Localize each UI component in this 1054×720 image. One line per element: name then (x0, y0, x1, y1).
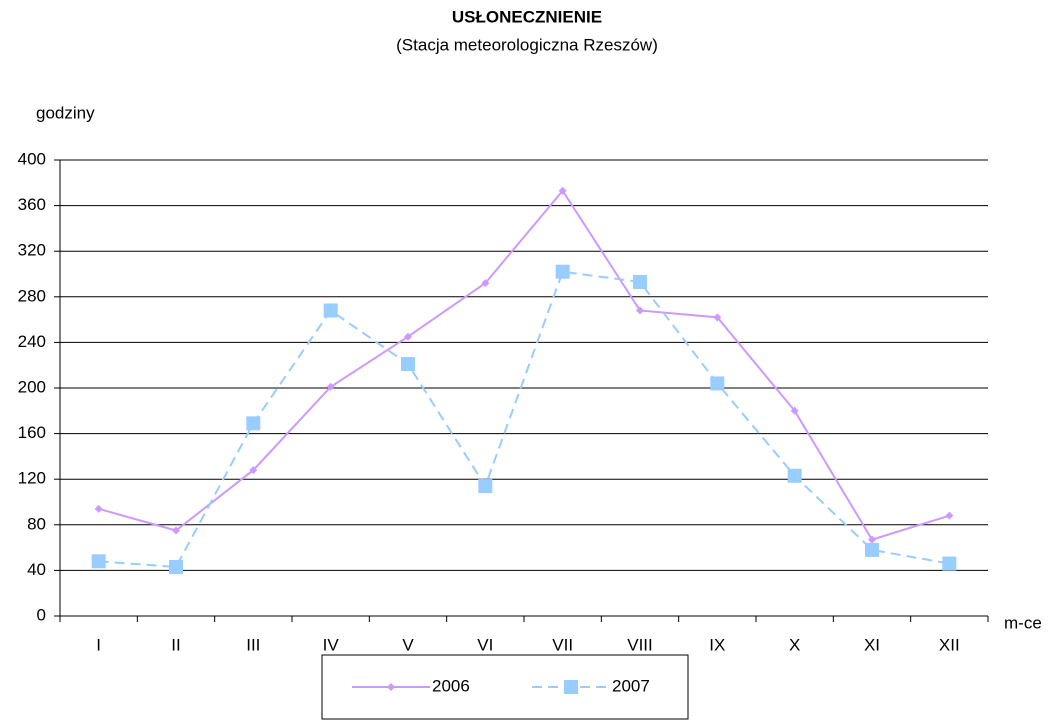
point (868, 535, 876, 544)
x-tick-label: IX (709, 635, 725, 654)
y-tick-label: 200 (18, 377, 46, 396)
legend-marker (387, 683, 395, 691)
point (713, 313, 722, 322)
legend-label: 2007 (612, 676, 650, 695)
point (636, 306, 644, 315)
y-tick-label: 280 (18, 286, 46, 305)
point (481, 279, 490, 288)
y-tick-label: 240 (18, 332, 46, 351)
y-tick-label: 80 (27, 514, 46, 533)
y-tick-label: 40 (27, 560, 46, 579)
y-tick-label: 160 (18, 423, 46, 442)
point (555, 264, 570, 279)
chart-title: USŁONECZNIENIE (452, 7, 602, 26)
x-tick-label: I (96, 635, 101, 654)
point (172, 526, 180, 535)
x-tick-label: II (171, 635, 180, 654)
x-axis-label: m-ce (1004, 613, 1042, 632)
x-tick-label: XII (939, 635, 960, 654)
point (710, 376, 725, 391)
point (942, 556, 957, 571)
point (790, 406, 799, 415)
x-tick-label: VII (552, 635, 573, 654)
y-axis-label: godziny (36, 103, 95, 122)
legend-label: 2006 (432, 676, 470, 695)
point (633, 274, 647, 289)
point (865, 542, 879, 557)
point (404, 332, 412, 341)
point (401, 357, 415, 372)
point (249, 466, 258, 475)
legend-marker (564, 680, 578, 694)
x-tick-label: III (246, 635, 260, 654)
y-tick-label: 0 (37, 605, 46, 624)
point (558, 186, 567, 195)
point (323, 303, 338, 318)
point (478, 479, 493, 494)
x-tick-label: XI (864, 635, 880, 654)
point (94, 504, 103, 513)
point (787, 468, 802, 483)
x-tick-label: X (789, 635, 800, 654)
y-tick-label: 360 (18, 195, 46, 214)
point (326, 382, 335, 391)
y-tick-label: 320 (18, 241, 46, 260)
x-tick-label: IV (323, 635, 340, 654)
point (91, 554, 106, 569)
y-tick-label: 120 (18, 469, 46, 488)
x-tick-label: VI (477, 635, 493, 654)
x-tick-label: VIII (627, 635, 653, 654)
point (945, 511, 954, 520)
x-tick-label: V (402, 635, 414, 654)
point (169, 559, 183, 574)
series-line (98, 270, 950, 569)
chart-subtitle: (Stacja meteorologiczna Rzeszów) (396, 35, 658, 54)
y-tick-label: 400 (18, 149, 46, 168)
series-line (98, 189, 950, 541)
point (246, 416, 261, 431)
